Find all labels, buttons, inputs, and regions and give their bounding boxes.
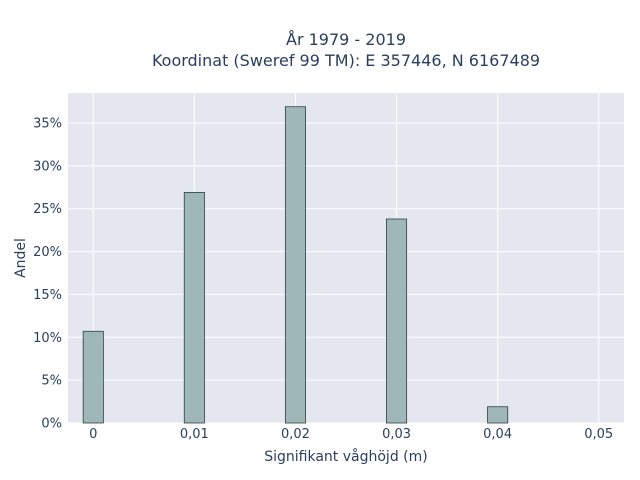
bar-0 xyxy=(82,330,104,424)
y-tick-label-4: 20% xyxy=(33,245,62,260)
y-axis-label: Andel xyxy=(13,238,29,278)
x-tick-label-4: 0,04 xyxy=(483,427,512,442)
y-tick-label-6: 30% xyxy=(33,159,62,174)
y-tick-label-5: 25% xyxy=(33,202,62,217)
y-tick-label-7: 35% xyxy=(33,117,62,132)
chart-title-line-2: Koordinat (Sweref 99 TM): E 357446, N 61… xyxy=(152,51,540,70)
x-tick-label-3: 0,03 xyxy=(382,427,411,442)
y-tick-label-3: 15% xyxy=(33,288,62,303)
x-tick-label-2: 0,02 xyxy=(281,427,310,442)
y-axis-ticks: 0% 5% 10% 15% 20% 25% 30% 35% xyxy=(33,117,62,432)
bar-2 xyxy=(284,106,306,424)
x-tick-label-5: 0,05 xyxy=(584,427,613,442)
x-axis-label: Signifikant våghöjd (m) xyxy=(264,448,427,465)
bars xyxy=(82,106,509,424)
bar-4 xyxy=(487,406,509,424)
chart-title-line-1: År 1979 - 2019 xyxy=(286,30,406,49)
y-tick-label-1: 5% xyxy=(41,374,62,389)
y-tick-label-0: 0% xyxy=(41,417,62,432)
x-axis-ticks: 0 0,01 0,02 0,03 0,04 0,05 xyxy=(89,427,613,442)
bar-1 xyxy=(183,192,205,424)
x-tick-label-1: 0,01 xyxy=(180,427,209,442)
bar-3 xyxy=(386,218,408,424)
y-tick-label-2: 10% xyxy=(33,331,62,346)
plot-area xyxy=(68,93,624,423)
x-tick-label-0: 0 xyxy=(89,427,97,442)
